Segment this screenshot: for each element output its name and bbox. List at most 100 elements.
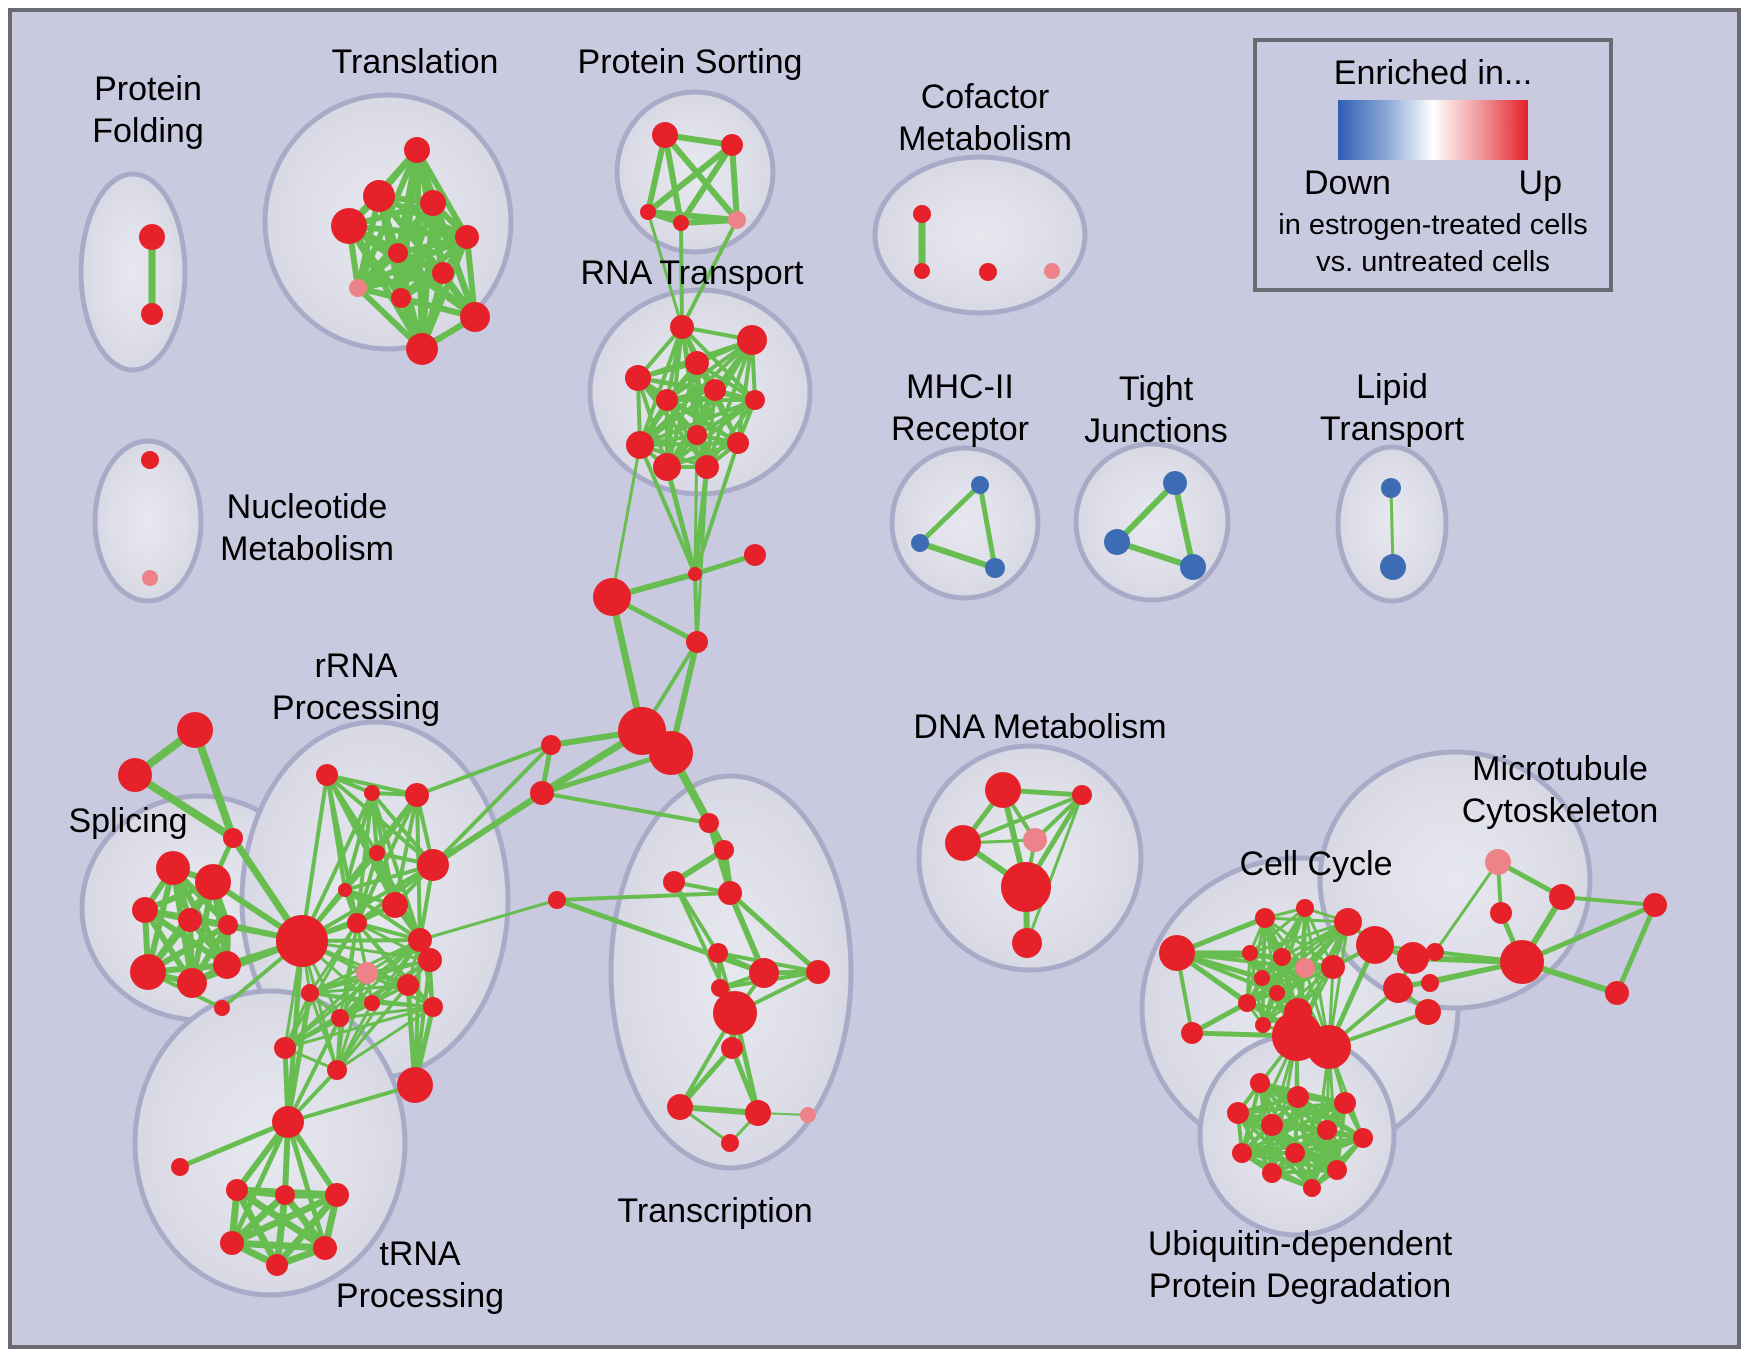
gene-set-node-100: [1023, 828, 1047, 852]
gene-set-node-28: [745, 390, 765, 410]
edge: [1262, 965, 1334, 1027]
gene-set-node-39: [649, 731, 693, 775]
gene-set-node-93: [325, 1183, 349, 1207]
gene-set-node-111: [1321, 955, 1345, 979]
gene-set-node-6: [455, 225, 479, 249]
gene-set-node-48: [749, 958, 779, 988]
edge: [287, 1083, 416, 1124]
gene-set-node-114: [1238, 994, 1256, 1012]
edge: [679, 222, 684, 328]
edge: [132, 771, 236, 842]
gene-set-node-151: [1381, 478, 1401, 498]
cluster-label-tight-junctions: Tight Junctions: [1084, 370, 1228, 450]
gene-set-node-142: [1303, 1179, 1321, 1197]
gene-set-node-145: [971, 476, 989, 494]
gene-set-node-3: [363, 180, 395, 212]
gene-set-node-95: [313, 1236, 337, 1260]
gene-set-node-69: [316, 764, 338, 786]
gene-set-node-144: [142, 570, 158, 586]
gene-set-node-51: [721, 1037, 743, 1059]
edge: [1389, 487, 1395, 568]
gene-set-node-17: [728, 211, 746, 229]
edge: [665, 398, 757, 469]
cluster-label-rrna-processing: rRNA Processing: [272, 647, 440, 727]
gene-set-node-7: [388, 243, 408, 263]
cluster-ellipse-nucleotide-metabolism: [92, 438, 204, 604]
edge: [143, 907, 229, 968]
edge: [286, 1017, 342, 1123]
edge: [1241, 1151, 1338, 1172]
gene-set-node-50: [713, 991, 757, 1035]
gene-set-node-80: [397, 974, 419, 996]
gene-set-node-58: [118, 758, 152, 792]
gene-set-node-75: [382, 892, 408, 918]
edge: [1521, 902, 1656, 965]
gene-set-node-43: [699, 813, 719, 833]
gene-set-node-109: [1273, 948, 1291, 966]
gene-set-node-11: [460, 302, 490, 332]
gene-set-node-113: [1269, 985, 1285, 1001]
edge: [284, 938, 421, 1050]
edge: [664, 466, 698, 575]
gene-set-node-31: [727, 432, 749, 454]
gene-set-node-61: [195, 864, 231, 900]
gene-set-node-96: [266, 1254, 288, 1276]
gene-set-node-67: [213, 951, 241, 979]
gene-set-node-74: [338, 883, 352, 897]
edge: [638, 444, 697, 575]
gene-set-node-42: [548, 891, 566, 909]
gene-set-node-81: [423, 997, 443, 1017]
cluster-label-mhc-ii-receptor: MHC-II Receptor: [891, 368, 1029, 448]
edge: [1271, 1136, 1364, 1175]
gene-set-node-124: [1549, 884, 1575, 910]
edge: [646, 142, 734, 215]
gene-set-node-15: [640, 204, 656, 220]
gene-set-node-99: [945, 825, 981, 861]
gene-set-node-149: [1104, 529, 1130, 555]
cluster-label-trna-processing: tRNA Processing: [336, 1235, 504, 1315]
node-layer: [118, 122, 1667, 1276]
gene-set-node-88: [274, 1037, 296, 1059]
gene-set-node-20: [979, 263, 997, 281]
gene-set-node-64: [218, 915, 238, 935]
edge: [705, 339, 754, 468]
gene-set-node-132: [1287, 1086, 1309, 1108]
gene-set-node-41: [530, 781, 554, 805]
edge: [1261, 920, 1349, 980]
gene-set-node-105: [1255, 908, 1275, 928]
gene-set-node-78: [408, 928, 432, 952]
edge: [414, 148, 470, 239]
gene-set-node-21: [1044, 263, 1060, 279]
cluster-label-translation: Translation: [332, 43, 499, 81]
edge: [357, 270, 444, 291]
gene-set-node-0: [139, 224, 165, 250]
gene-set-node-70: [364, 785, 380, 801]
gene-set-node-16: [673, 215, 689, 231]
cluster-label-lipid-transport: Lipid Transport: [1320, 368, 1465, 448]
legend-endpoints: Down Up: [1304, 164, 1562, 203]
gene-set-node-125: [1490, 902, 1512, 924]
gene-set-node-60: [156, 851, 190, 885]
edge: [556, 897, 765, 976]
gene-set-node-47: [708, 943, 728, 963]
gene-set-node-131: [1250, 1073, 1270, 1093]
edge: [541, 791, 710, 825]
gene-set-node-104: [1181, 1022, 1203, 1044]
gene-set-node-115: [1255, 1017, 1271, 1033]
edge: [233, 1188, 281, 1267]
edge: [693, 434, 699, 575]
gene-set-node-102: [1012, 928, 1042, 958]
gene-set-node-5: [420, 190, 446, 216]
cluster-label-protein-sorting: Protein Sorting: [578, 43, 803, 81]
gene-set-node-54: [800, 1107, 816, 1123]
gene-set-node-57: [177, 712, 213, 748]
gene-set-node-30: [687, 425, 707, 445]
edge: [919, 540, 996, 571]
gene-set-node-4: [331, 208, 367, 244]
gene-set-node-89: [272, 1106, 304, 1138]
gene-set-node-35: [744, 544, 766, 566]
gene-set-node-71: [405, 783, 429, 807]
edge: [1114, 480, 1178, 545]
edge: [343, 888, 422, 942]
